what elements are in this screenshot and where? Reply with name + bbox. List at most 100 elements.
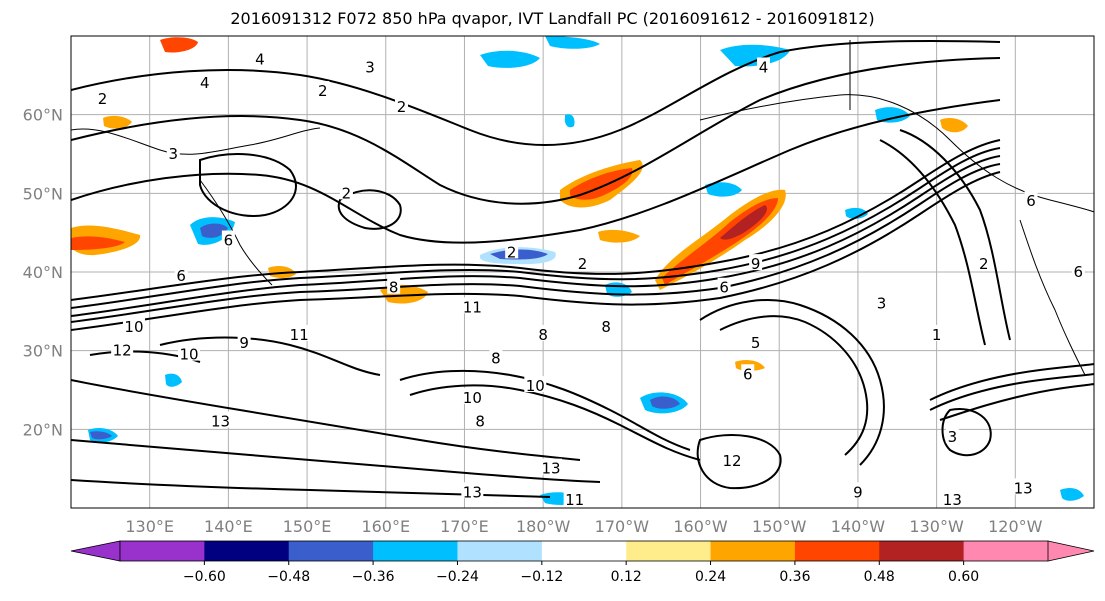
colorbar-tick-label: 0.12 [611, 569, 642, 585]
contour-label: 11 [565, 491, 584, 509]
contour-label: 13 [1014, 479, 1033, 497]
longitude-label: 130°W [909, 517, 964, 536]
contour-label-background [339, 183, 353, 200]
contour-label: 2 [318, 82, 328, 100]
contour-label: 6 [743, 365, 753, 383]
contour-label: 8 [491, 350, 501, 368]
colorbar-extend-max [1047, 540, 1095, 562]
colorbar-segment [373, 541, 458, 561]
contour-label: 12 [113, 342, 132, 360]
contour-label-background [288, 324, 311, 341]
colorbar-tick-label: −0.24 [436, 569, 479, 585]
colorbar-tick-label: −0.48 [267, 569, 310, 585]
contour-label: 5 [751, 334, 761, 352]
contour-label-background [178, 344, 201, 361]
contour-label: 10 [124, 318, 143, 336]
contour-label: 8 [475, 412, 485, 430]
contour-label: 6 [224, 232, 234, 250]
contour-label-background [1024, 191, 1038, 208]
colorbar-segment [288, 541, 374, 561]
contour-label-background [599, 317, 613, 334]
longitude-label: 160°W [673, 517, 728, 536]
colorbar-segment [626, 541, 712, 561]
colorbar-tick-label: 0.36 [779, 569, 810, 585]
contour-label-background [977, 254, 991, 271]
contour-label-background [875, 293, 889, 310]
contour-label-background [461, 297, 484, 314]
contour-label: 9 [751, 255, 761, 273]
contour-label-background [741, 364, 755, 381]
contour-label-background [95, 88, 109, 105]
contour-label-background [1071, 262, 1085, 278]
longitude-label: 120°W [988, 517, 1043, 536]
contour-label-background [576, 254, 589, 271]
contour-label-background [563, 490, 586, 507]
contour-label-background [941, 490, 964, 507]
contour-label: 6 [1073, 263, 1083, 281]
contour-label-background [198, 73, 212, 90]
contour-label: 10 [179, 346, 198, 364]
contour-label: 6 [1026, 192, 1036, 210]
colorbar-segment [120, 541, 205, 561]
contour-label-background [122, 317, 145, 334]
contour-label: 4 [255, 51, 265, 69]
contour-label: 3 [169, 145, 179, 163]
contour-label-background [111, 340, 134, 357]
latitude-label: 20°N [23, 420, 63, 439]
longitude-label: 180°W [516, 517, 571, 536]
contour-label-background [930, 324, 944, 341]
colorbar-tick-label: −0.60 [183, 569, 226, 585]
contour-label: 11 [290, 326, 309, 344]
colorbar-segment [794, 541, 880, 561]
contour-label: 9 [853, 483, 863, 501]
colorbar-segment [963, 541, 1049, 561]
ivt-contours [71, 40, 1094, 498]
contour-label: 2 [98, 90, 108, 108]
contour-label-background [473, 411, 487, 428]
longitude-labels: 130°E 140°E 150°E 160°E 170°E 180°W 170°W 160°W… [125, 517, 1042, 536]
contour-label-background [253, 49, 267, 66]
contour-label-background [489, 348, 503, 365]
contour-label-background [536, 324, 550, 341]
contour-label: 11 [463, 298, 482, 316]
contour-label: 13 [211, 412, 230, 430]
latitude-label: 50°N [23, 184, 63, 203]
contour-label: 3 [365, 58, 375, 76]
contour-label: 13 [541, 460, 560, 478]
colorbar-tick-label: −0.36 [352, 569, 395, 585]
contour-label: 4 [200, 74, 210, 92]
contour-label-background [316, 81, 330, 98]
contour-label: 6 [719, 279, 729, 297]
plot-border [70, 35, 1095, 509]
colorbar-tick-label: 0.48 [864, 569, 895, 585]
longitude-label: 140°W [831, 517, 886, 536]
map-title: 2016091312 F072 850 hPa qvapor, IVT Land… [230, 9, 875, 28]
contour-label-background [221, 230, 235, 247]
colorbar-tick-label: 0.60 [948, 569, 979, 585]
colorbar-segment [457, 541, 543, 561]
contour-label: 6 [176, 267, 186, 285]
contour-label: 10 [463, 389, 482, 407]
latitude-labels: 60°N 50°N 40°N 30°N 20°N [23, 106, 63, 440]
longitude-label: 150°E [283, 517, 332, 536]
contour-label-background [1012, 478, 1035, 495]
contour-label: 2 [342, 184, 352, 202]
contour-label: 2 [979, 255, 989, 273]
contour-label-background [174, 265, 188, 282]
contour-label-background [756, 57, 770, 74]
contour-label-background [749, 332, 763, 349]
contour-label-background [387, 277, 401, 294]
contour-label-background [749, 254, 763, 271]
contour-label-background [461, 387, 484, 404]
contour-label: 1 [932, 326, 942, 344]
longitude-label: 140°E [204, 517, 253, 536]
colorbar-border [119, 540, 1049, 562]
contour-label-background [851, 482, 865, 499]
longitude-label: 150°W [752, 517, 807, 536]
contour-label: 3 [948, 428, 958, 446]
contour-label-background [721, 450, 744, 467]
latitude-label: 60°N [23, 106, 63, 125]
contour-label: 2 [507, 243, 517, 261]
contour-label: 2 [397, 98, 407, 116]
